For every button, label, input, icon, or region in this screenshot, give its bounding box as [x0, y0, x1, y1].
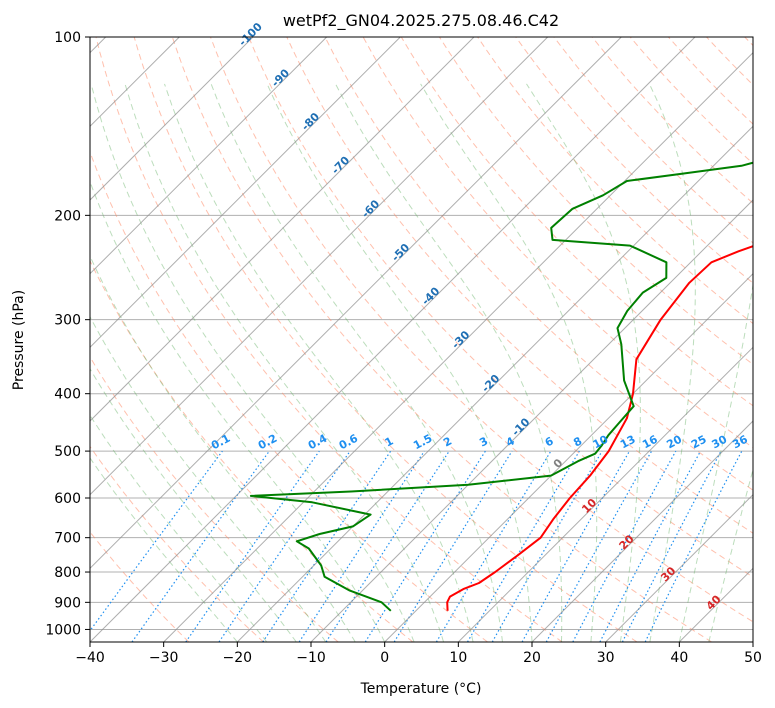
moist-adiabat-line — [90, 315, 327, 642]
isotherm-line — [90, 37, 328, 275]
x-tick-label: −20 — [223, 650, 253, 666]
y-tick-label: 100 — [54, 30, 81, 46]
moist-adiabat-line — [124, 83, 445, 642]
mixing-ratio-label: 30 — [710, 433, 730, 452]
y-tick-label: 600 — [54, 491, 81, 507]
dry-adiabat-line — [90, 445, 264, 642]
x-tick-label: −40 — [75, 650, 105, 666]
moist-adiabat-line — [648, 83, 696, 642]
mixing-ratio-label: 36 — [730, 433, 750, 452]
axis-ticks: −40 −30 −20 −10 0 10 20 30 40 50 100 200 300 400 500 60… — [45, 30, 762, 666]
moist-adiabat-line — [266, 83, 533, 642]
mixing-ratio-line — [466, 450, 580, 642]
dry-adiabat-line — [400, 37, 753, 407]
isotherm-line — [90, 37, 254, 201]
y-tick-label: 800 — [54, 565, 81, 581]
mixing-ratio-line — [393, 450, 513, 642]
moist-adiabat-line — [678, 282, 753, 642]
moist-adiabat-line — [164, 83, 474, 642]
isotherm-line — [90, 37, 475, 422]
moist-adiabats — [90, 83, 753, 642]
x-tick-label: 40 — [670, 650, 688, 666]
dry-adiabat-line — [210, 37, 753, 623]
mixing-ratio-line — [364, 450, 486, 642]
y-tick-label: 500 — [54, 444, 81, 460]
mixing-ratio-label: 16 — [640, 433, 660, 452]
x-tick-label: −10 — [296, 650, 326, 666]
x-tick-label: 20 — [523, 650, 541, 666]
isotherm-line — [90, 37, 401, 349]
mixing-ratio-line — [435, 450, 552, 642]
dry-adiabat-line — [477, 37, 753, 325]
plot-frame — [89, 36, 754, 643]
moist-adiabat-line — [210, 83, 503, 642]
mixing-ratio-line — [185, 450, 320, 642]
moist-adiabat-line — [90, 254, 356, 642]
moist-adiabat-line — [90, 180, 386, 642]
x-tick-label: 50 — [744, 650, 762, 666]
chart-title: wetPf2_GN04.2025.275.08.46.C42 — [283, 11, 559, 31]
isotherm-line — [531, 420, 753, 642]
isotherm-line — [384, 272, 753, 642]
isotherm-line — [163, 51, 753, 642]
moist-adiabat-line — [90, 457, 238, 642]
y-axis-label: Pressure (hPa) — [11, 290, 27, 390]
moist-adiabat-line — [90, 414, 268, 642]
dry-adiabat-line — [324, 37, 753, 491]
mixing-ratio-label: 10 — [591, 433, 611, 452]
y-tick-label: 400 — [54, 387, 81, 403]
isotherm-line — [457, 346, 753, 642]
dry-adiabat-line — [171, 37, 712, 642]
isotherm-line — [90, 37, 622, 570]
x-tick-label: −30 — [149, 650, 179, 666]
mixing-ratio-line — [325, 450, 450, 642]
mixing-ratio-line — [131, 450, 270, 642]
x-tick-label: 10 — [449, 650, 467, 666]
y-tick-label: 900 — [54, 595, 81, 611]
isotherm-line — [90, 37, 696, 642]
dry-adiabat-line — [248, 37, 753, 578]
mixing-ratio-line — [491, 450, 603, 642]
dry-adiabat-line — [515, 37, 753, 284]
plot-area — [90, 37, 753, 642]
isotherms — [90, 37, 753, 642]
moist-adiabat-line — [90, 367, 297, 642]
x-axis-label: Temperature (°C) — [360, 681, 482, 697]
moist-adiabat-line — [420, 83, 598, 642]
temperature-line — [446, 245, 753, 611]
profile-series — [249, 161, 753, 612]
moist-adiabat-line — [90, 83, 415, 642]
moist-adiabat-line — [335, 83, 563, 642]
mixing-ratio-label: 20 — [664, 433, 684, 452]
dry-adiabat-line — [629, 37, 753, 165]
dewpoint-line — [249, 161, 753, 612]
mixing-ratio-label: 25 — [689, 433, 709, 452]
x-tick-label: 0 — [380, 650, 389, 666]
y-tick-label: 1000 — [45, 622, 81, 638]
mixing-ratio-line — [218, 450, 351, 642]
isotherm-line — [236, 125, 753, 642]
x-tick-label: 30 — [597, 650, 615, 666]
dry-adiabat-line — [133, 37, 638, 642]
y-tick-label: 200 — [54, 208, 81, 224]
moist-adiabat-line — [708, 467, 753, 642]
mixing-ratio-line — [572, 450, 677, 642]
pressure-gridlines — [90, 37, 753, 630]
isotherm-line — [90, 37, 549, 496]
mixing-ratio-label: 13 — [618, 433, 638, 452]
dry-adiabat-line — [95, 37, 563, 642]
isotherm-line — [310, 199, 753, 642]
dry-adiabat-line — [591, 37, 753, 204]
mixing-ratio-line — [90, 450, 223, 632]
y-tick-label: 300 — [54, 313, 81, 329]
isotherm-line — [605, 493, 753, 642]
moist-adiabat-line — [526, 83, 641, 642]
mixing-ratio-line — [521, 450, 631, 642]
y-tick-label: 700 — [54, 531, 81, 547]
